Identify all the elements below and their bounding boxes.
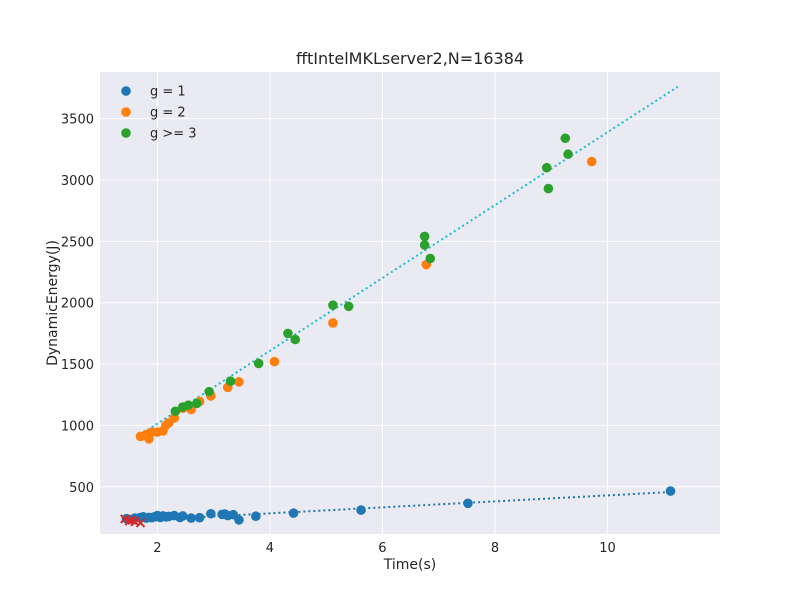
- data-point-series-3: [541, 162, 552, 173]
- data-point-series-1: [356, 505, 366, 515]
- x-tick-label: 8: [491, 541, 499, 556]
- data-point-series-1: [194, 512, 205, 523]
- data-point-series-3: [283, 328, 293, 339]
- data-point-series-3: [204, 386, 214, 397]
- legend-marker: [121, 128, 131, 138]
- data-point-series-1: [234, 515, 244, 525]
- data-point-series-3: [170, 406, 181, 417]
- y-tick-label: 500: [69, 481, 94, 496]
- data-point-series-3: [253, 358, 264, 369]
- legend-label: g = 2: [150, 106, 186, 121]
- data-point-series-3: [543, 183, 554, 194]
- data-point-series-1: [186, 513, 196, 523]
- y-tick-labels: 500 1000 1500 2000 2500 3000 3500: [61, 113, 94, 496]
- y-tick-label: 3500: [61, 113, 94, 128]
- data-point-series-1: [206, 508, 216, 519]
- data-point-series-3: [290, 334, 301, 345]
- y-axis-label: DynamicEnergy(J): [45, 240, 61, 366]
- y-tick-label: 3000: [61, 174, 94, 189]
- legend-label: g = 1: [150, 85, 186, 100]
- data-point-series-3: [419, 231, 430, 242]
- legend-marker: [121, 86, 131, 96]
- chart-title: fftIntelMKLserver2,N=16384: [296, 49, 524, 68]
- data-point-series-3: [560, 133, 571, 144]
- fit-line: [142, 85, 679, 434]
- y-tick-label: 2000: [61, 297, 94, 312]
- data-point-series-1: [665, 486, 676, 496]
- data-point-series-3: [563, 149, 573, 160]
- data-point-series-3: [343, 301, 354, 312]
- data-point-series-1: [463, 498, 473, 509]
- data-point-series-1: [288, 508, 299, 518]
- data-point-series-3: [419, 240, 430, 250]
- data-point-series-3: [425, 253, 436, 264]
- grid-lines: [100, 72, 720, 534]
- data-point-series-3: [225, 376, 236, 387]
- data-point-series-2: [328, 318, 338, 328]
- x-tick-label: 10: [599, 541, 616, 556]
- x-tick-labels: 2 4 6 8 10: [153, 541, 616, 556]
- legend-label: g >= 3: [150, 127, 197, 142]
- y-tick-label: 1000: [61, 419, 94, 434]
- legend: g = 1 g = 2 g >= 3: [121, 85, 197, 142]
- data-point-series-2: [586, 156, 597, 167]
- x-axis-label: Time(s): [383, 557, 436, 573]
- data-point-series-1: [177, 511, 188, 521]
- data-point-series-2: [269, 356, 280, 367]
- data-point-x-marker: [135, 518, 146, 528]
- x-tick-label: 6: [378, 541, 386, 556]
- data-point-series-3: [328, 300, 338, 310]
- fit-lines: [123, 85, 679, 523]
- y-tick-label: 1500: [61, 358, 94, 373]
- data-points: [120, 133, 676, 528]
- y-tick-label: 2500: [61, 235, 94, 250]
- data-point-series-1: [251, 511, 261, 522]
- data-point-series-3: [191, 398, 202, 409]
- legend-marker: [121, 107, 131, 117]
- data-point-series-2: [234, 377, 244, 387]
- x-tick-label: 2: [153, 541, 161, 556]
- data-point-series-3: [183, 400, 194, 410]
- x-tick-label: 4: [266, 541, 274, 556]
